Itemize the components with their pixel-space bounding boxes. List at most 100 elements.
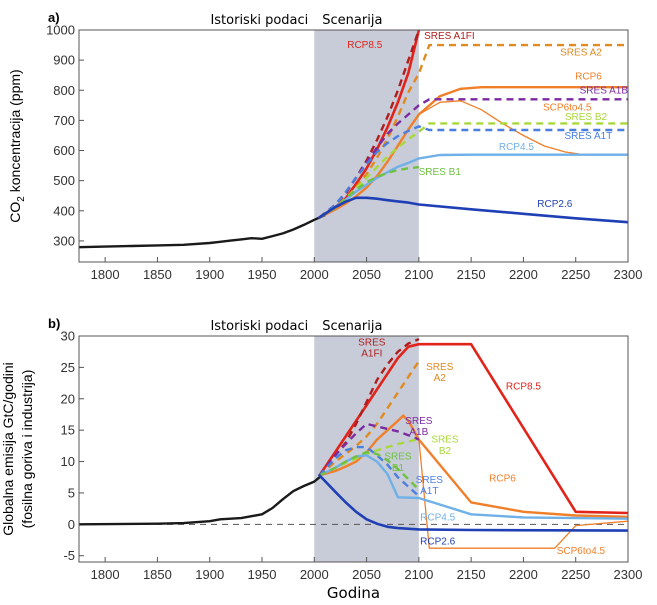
x-tick-label-1950: 1950	[248, 267, 277, 282]
panel-b-label: b)	[48, 316, 60, 331]
y-tick-label-5: 5	[68, 485, 75, 500]
x-tick-label-2050: 2050	[352, 267, 381, 282]
y-tick-label-400: 400	[53, 203, 75, 218]
panel-a-scenario-shading	[314, 30, 419, 262]
annotation-b-3-a2: A2	[434, 373, 447, 384]
panel-b-annotations: SRESA1FISRESA2RCP8.5SRESA1BSRESB2SRESB1S…	[358, 337, 605, 556]
annotation-a-0-rcp8-5: RCP8.5	[347, 40, 382, 51]
x-tick-label-1850: 1850	[143, 567, 172, 582]
x-tick-label-2000: 2000	[300, 567, 329, 582]
x-tick-label-1800: 1800	[91, 567, 120, 582]
x-axis-label: Godina	[327, 584, 380, 602]
series-line-a-sres-a1b	[318, 98, 628, 219]
annotation-a-4-sres-a1b: SRES A1B	[580, 85, 629, 96]
x-tick-label-2150: 2150	[457, 267, 486, 282]
x-tick-label-2200: 2200	[509, 267, 538, 282]
y-tick-label-20: 20	[61, 391, 75, 406]
annotation-a-9-sres-b1: SRES B1	[419, 167, 462, 178]
x-tick-label-2300: 2300	[614, 567, 643, 582]
x-tick-label-1900: 1900	[195, 267, 224, 282]
y-tick-label-600: 600	[53, 143, 75, 158]
annotation-b-14-rcp4-5: RCP4.5	[420, 513, 455, 524]
panel-a-label: a)	[48, 10, 60, 25]
y-tick-label-500: 500	[53, 173, 75, 188]
annotation-b-5-sres: SRES	[405, 416, 433, 427]
x-tick-label-1800: 1800	[91, 267, 120, 282]
annotation-a-6-sres-b2: SRES B2	[565, 112, 608, 123]
annotation-a-7-sres-a1t: SRES A1T	[565, 131, 613, 142]
panel-b-y-axis-label-line2: (fosilna goriva i industrija)	[19, 370, 35, 529]
annotation-a-1-sres-a1fi: SRES A1FI	[424, 31, 475, 42]
series-line-a-rcp2-6	[318, 196, 628, 224]
annotation-b-13-rcp6: RCP6	[489, 474, 516, 485]
annotation-b-15-rcp2-6: RCP2.6	[420, 536, 455, 547]
panel-b-series	[79, 337, 628, 549]
y-tick-label-15: 15	[61, 423, 75, 438]
ylabel-a-co: CO	[7, 202, 23, 223]
annotation-b-7-sres: SRES	[431, 435, 459, 446]
x-tick-label-2000: 2000	[300, 267, 329, 282]
y-tick-label-1000: 1000	[46, 23, 75, 38]
series-line-b-sres-a1fi	[318, 337, 420, 477]
panel-b-frame	[78, 335, 629, 563]
x-tick-label-1850: 1850	[143, 267, 172, 282]
annotation-b-6-a1b: A1B	[409, 427, 428, 438]
y-tick-label-900: 900	[53, 53, 75, 68]
panel-a-frame	[78, 29, 629, 263]
y-tick-label-800: 800	[53, 83, 75, 98]
annotation-b-2-sres: SRES	[426, 362, 454, 373]
annotation-b-11-sres: SRES	[416, 475, 444, 486]
annotation-a-2-sres-a2: SRES A2	[560, 48, 602, 59]
ylabel-a-rest: koncentracija (ppm)	[7, 69, 23, 196]
panel-a-y-axis-label: CO2 koncentracija (ppm)	[7, 69, 27, 222]
x-tick-label-2050: 2050	[352, 567, 381, 582]
ylabel-a-subscript: 2	[16, 196, 27, 202]
y-tick-label-25: 25	[61, 360, 75, 375]
panel-b-y-axis-label-line1: Globalna emisija GtC/godini	[0, 362, 16, 536]
annotation-b-10-b1: B1	[392, 463, 405, 474]
panel-a-series	[79, 30, 628, 249]
series-line-b-sres-b2	[318, 437, 420, 477]
annotation-a-3-rcp6: RCP6	[575, 72, 602, 83]
panel-a-co2-concentration: 1800 1850 1900 1950 2000 2050 2100 2150 2200 2250…	[7, 10, 642, 282]
annotation-b-0-sres: SRES	[358, 337, 386, 348]
annotation-b-1-a1fi: A1FI	[361, 349, 382, 360]
panel-b-scenario-label: Scenarija	[322, 319, 382, 334]
series-line-a-rcp4-5	[318, 153, 628, 219]
x-tick-label-2100: 2100	[404, 567, 433, 582]
y-tick-label-300: 300	[53, 233, 75, 248]
series-line-b-rcp6	[318, 414, 628, 518]
x-tick-label-2300: 2300	[614, 267, 643, 282]
series-line-b-sres-a2	[318, 360, 420, 477]
annotation-a-10-rcp2-6: RCP2.6	[537, 199, 572, 210]
panel-b-y-tick-labels: -5 0 5 10 15 20 25 30	[61, 329, 75, 564]
series-line-b-scp6to4-5	[402, 415, 628, 549]
annotation-b-16-scp6to4-5: SCP6to4.5	[557, 546, 606, 557]
x-tick-label-1900: 1900	[195, 567, 224, 582]
panel-a-annotations: RCP8.5 SRES A1FI SRES A2 RCP6 SRES A1B SCP6to…	[347, 31, 628, 210]
annotation-b-4-rcp8-5: RCP8.5	[506, 381, 541, 392]
panel-b-x-tick-labels: 1800 1850 1900 1950 2000 2050 2100 2150 2200 2250…	[91, 567, 643, 582]
annotation-b-12-a1t: A1T	[420, 486, 438, 497]
y-tick-label-10: 10	[61, 454, 75, 469]
x-tick-label-1950: 1950	[248, 567, 277, 582]
annotation-b-8-b2: B2	[439, 446, 452, 457]
panel-a-y-tick-labels: 300 400 500 600 700 800 900 1000	[46, 23, 75, 249]
x-tick-label-2200: 2200	[509, 567, 538, 582]
annotation-a-8-rcp4-5: RCP4.5	[499, 142, 534, 153]
x-tick-label-2100: 2100	[404, 267, 433, 282]
series-line-b-sres-a1t	[318, 445, 420, 497]
x-tick-label-2250: 2250	[561, 267, 590, 282]
y-tick-label-700: 700	[53, 113, 75, 128]
x-tick-label-2250: 2250	[561, 567, 590, 582]
panel-a-x-tick-labels: 1800 1850 1900 1950 2000 2050 2100 2150 2200 2250…	[91, 267, 643, 282]
y-tick-label-5: -5	[63, 548, 75, 563]
x-tick-label-2150: 2150	[457, 567, 486, 582]
series-line-b-sres-b1	[318, 450, 420, 491]
panel-b-historical-label: Istoriski podaci	[210, 319, 308, 334]
panel-b-global-emissions: 1800 1850 1900 1950 2000 2050 2100 2150 2200 2250…	[0, 316, 642, 582]
annotation-b-9-sres: SRES	[384, 452, 412, 463]
y-tick-label-0: 0	[68, 517, 75, 532]
annotation-a-5-scp6to4-5: SCP6to4.5	[543, 103, 592, 114]
